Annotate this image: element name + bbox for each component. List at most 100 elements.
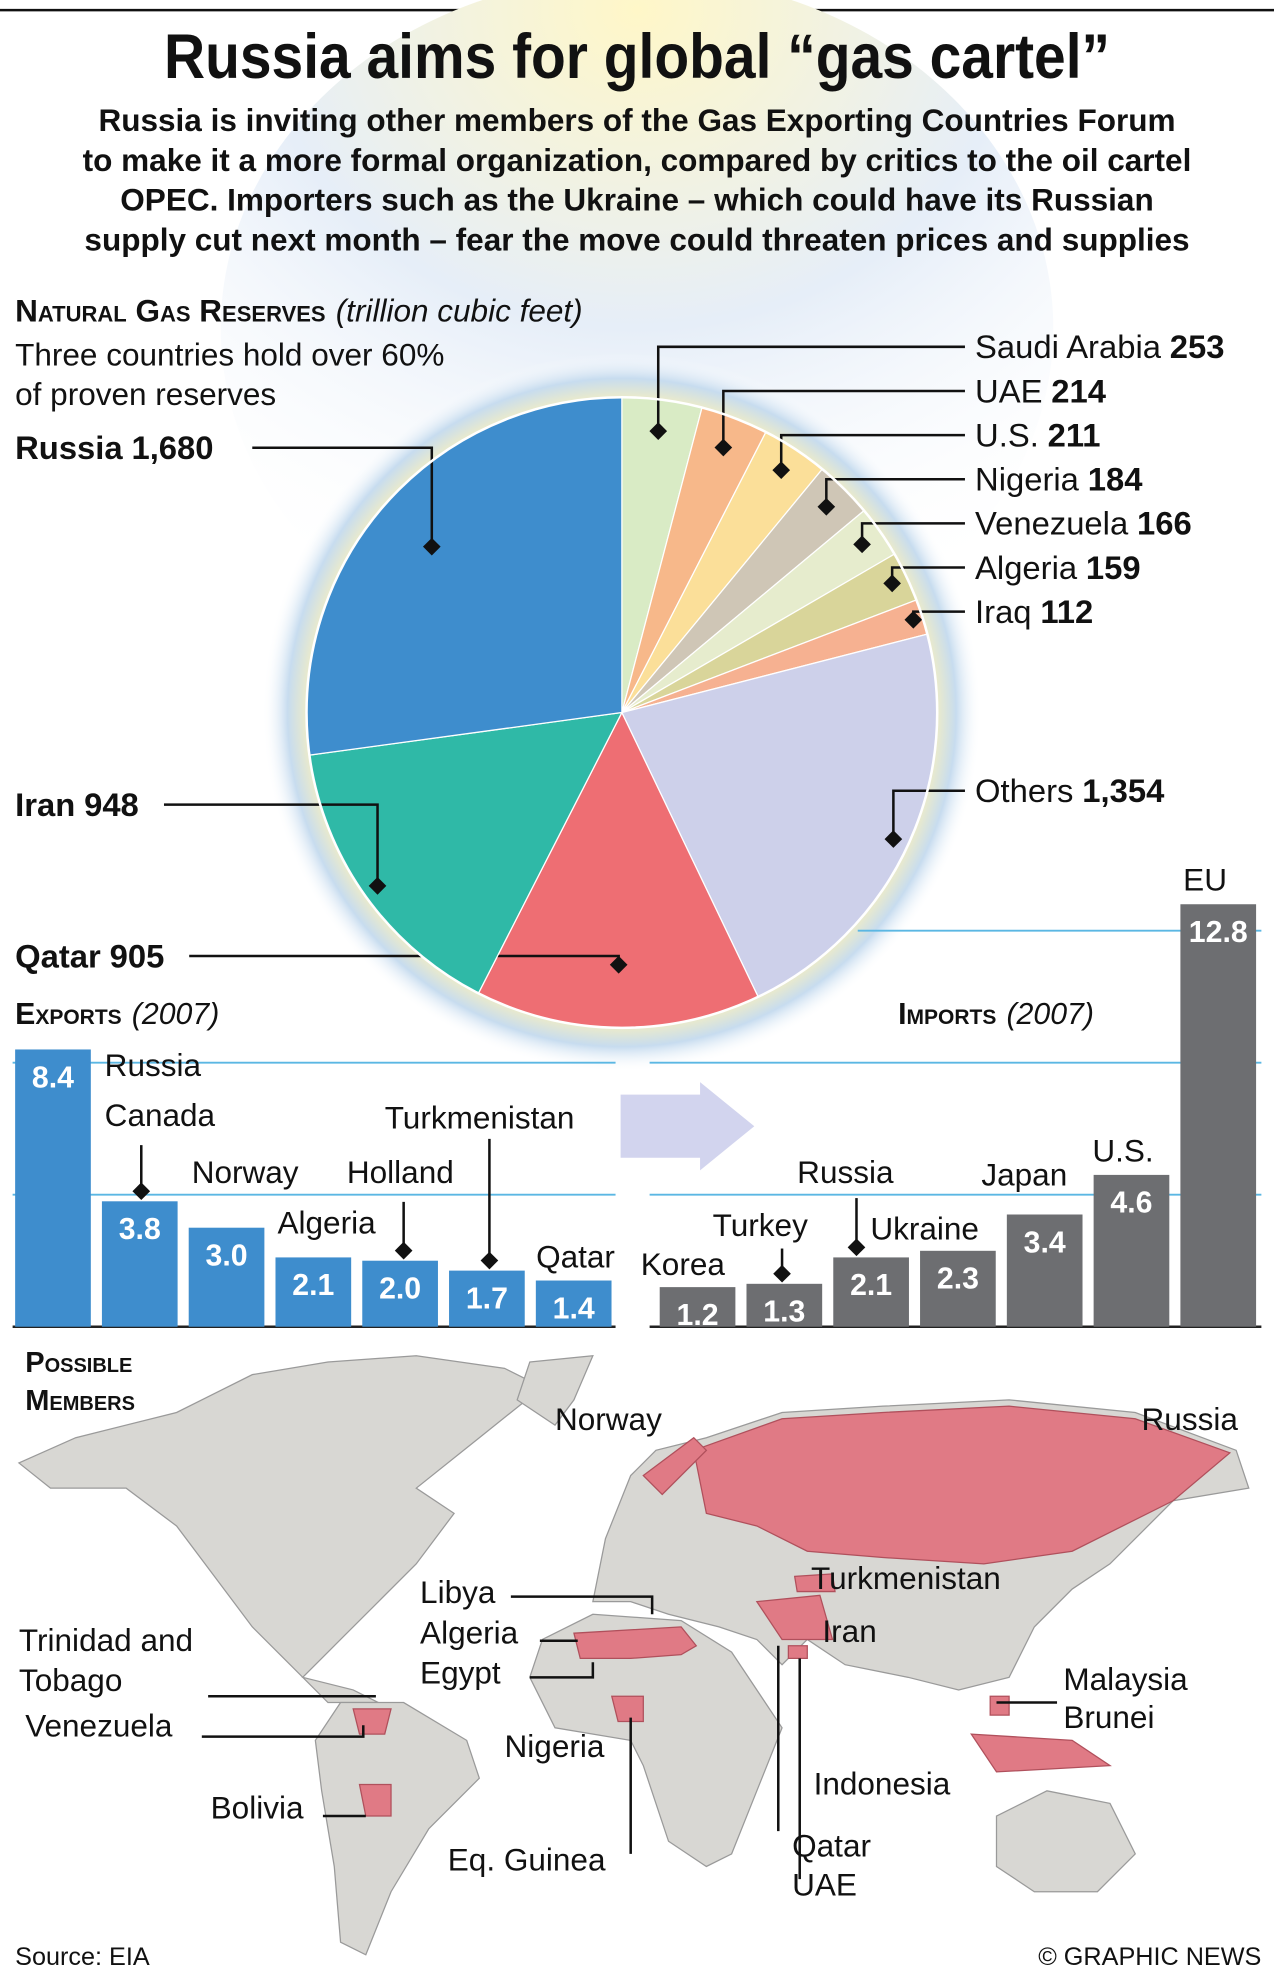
pie-category: Qatar: [15, 937, 101, 974]
map-label: Venezuela: [25, 1708, 173, 1744]
leader-dot: [480, 1251, 499, 1270]
pie-label: Venezuela 166: [975, 505, 1192, 542]
subtitle: Russia is inviting other members of the …: [83, 102, 1192, 257]
map-title: Members: [25, 1385, 135, 1417]
leader-dot: [847, 1238, 866, 1257]
pie-value-label: 948: [84, 786, 139, 823]
leader-line: [779, 433, 965, 471]
pie-value-label: 166: [1137, 505, 1192, 542]
bar-category-label: Ukraine: [870, 1211, 979, 1247]
map-label: Indonesia: [814, 1766, 951, 1802]
map-label: Nigeria: [505, 1728, 605, 1764]
pie-value-label: 112: [1040, 593, 1093, 630]
bar-category-label: Qatar: [536, 1238, 615, 1274]
map-label: Trinidad and Tobago: [18, 1623, 194, 1699]
map-label: Iran: [822, 1613, 876, 1649]
pie-category: U.S.: [975, 416, 1039, 453]
bar-value-label: 2.1: [292, 1269, 334, 1302]
section-title-text: Exports: [15, 998, 122, 1031]
pie-label: Others 1,354: [975, 772, 1165, 809]
pie-note: Three countries hold over 60%: [15, 337, 444, 373]
pie-category: Iraq: [975, 593, 1032, 630]
pie-category: Algeria: [975, 549, 1078, 586]
bar-value-label: 1.2: [677, 1299, 719, 1332]
leader-line: [201, 1725, 365, 1738]
bar: [1093, 1174, 1170, 1327]
bar-value-label: 3.4: [1024, 1226, 1066, 1259]
pie-value-label: 214: [1051, 372, 1106, 409]
arrow: [620, 1082, 755, 1171]
pie-label: U.S. 211: [975, 416, 1100, 453]
leader-line: [163, 803, 379, 886]
subtitle-line: OPEC. Importers such as the Ukraine – wh…: [120, 182, 1153, 218]
pie-value-label: 253: [1170, 328, 1225, 365]
map-label: Eq. Guinea: [448, 1841, 606, 1877]
bar: [1006, 1214, 1083, 1327]
map-label: Russia: [1142, 1401, 1239, 1437]
map-label: Malaysia: [1063, 1661, 1188, 1697]
bar: [920, 1250, 996, 1327]
bar: [15, 1049, 91, 1327]
bar-category-label: Holland: [347, 1154, 454, 1190]
bar-category-label: U.S.: [1092, 1133, 1153, 1169]
bar: [188, 1227, 265, 1327]
subtitle-line: supply cut next month – fear the move co…: [84, 221, 1189, 257]
bar: [1180, 904, 1257, 1327]
australia: [995, 1790, 1137, 1893]
pie-category: Russia: [15, 429, 123, 466]
leader-line: [252, 446, 434, 547]
pie-category: UAE: [975, 372, 1042, 409]
section-unit: (2007): [1006, 998, 1094, 1031]
member-region: [755, 1594, 834, 1641]
bar-category-label: Russia: [105, 1047, 202, 1083]
leader-line: [510, 1595, 654, 1615]
pie-category: Iran: [15, 786, 75, 823]
pie-value-label: 905: [110, 937, 165, 974]
member-region: [793, 1573, 836, 1593]
member-region: [358, 1783, 392, 1817]
bar-value-label: 4.6: [1110, 1187, 1152, 1220]
greenland: [516, 1354, 594, 1426]
pie-value-label: 1,354: [1082, 772, 1165, 809]
bar-value-label: 1.4: [553, 1292, 595, 1325]
member-region: [642, 1436, 708, 1496]
pie-category: Venezuela: [975, 505, 1129, 542]
subtitle-line: Russia is inviting other members of the …: [98, 102, 1175, 138]
map-label: Brunei: [1063, 1699, 1154, 1735]
bar-category-label: Japan: [981, 1156, 1067, 1192]
map: [17, 1354, 1250, 1956]
pie-category: Saudi Arabia: [975, 328, 1162, 365]
leader-dot: [394, 1241, 413, 1260]
map-title: Possible: [25, 1347, 132, 1379]
bar-category-label: Algeria: [278, 1204, 377, 1240]
bar-category-label: Russia: [797, 1154, 894, 1190]
leader-dot: [772, 461, 791, 479]
section-title: Imports (2007): [898, 998, 1094, 1031]
bar-value-label: 2.1: [850, 1269, 892, 1302]
map-label: Egypt: [420, 1655, 501, 1691]
leader-dot: [773, 1264, 791, 1283]
bar-category-label: Norway: [192, 1154, 299, 1190]
pie-category: Others: [975, 772, 1073, 809]
title: Russia aims for global “gas cartel”: [164, 22, 1110, 92]
bar: [362, 1260, 438, 1327]
leader-line: [892, 789, 965, 840]
credit: © GRAPHIC NEWS: [1038, 1943, 1261, 1971]
pie-label: UAE 214: [975, 372, 1107, 409]
map-label: Libya: [420, 1574, 496, 1610]
leader-line: [825, 477, 965, 507]
bar: [833, 1257, 909, 1327]
leader-dot: [132, 1182, 151, 1201]
map-label: Turkmenistan: [811, 1560, 1001, 1596]
member-region: [970, 1733, 1112, 1773]
bar-category-label: Korea: [641, 1246, 726, 1282]
section-title: Natural Gas Reserves (trillion cubic feet…: [15, 293, 583, 329]
leader-dot: [714, 438, 733, 457]
subtitle-line: to make it a more formal organization, c…: [83, 142, 1192, 178]
pie-label: Algeria 159: [975, 549, 1141, 586]
bar-value-label: 1.7: [466, 1282, 508, 1315]
south-america: [314, 1701, 481, 1956]
pie-note: of proven reserves: [15, 376, 276, 412]
bar-value-label: 3.8: [119, 1213, 161, 1246]
